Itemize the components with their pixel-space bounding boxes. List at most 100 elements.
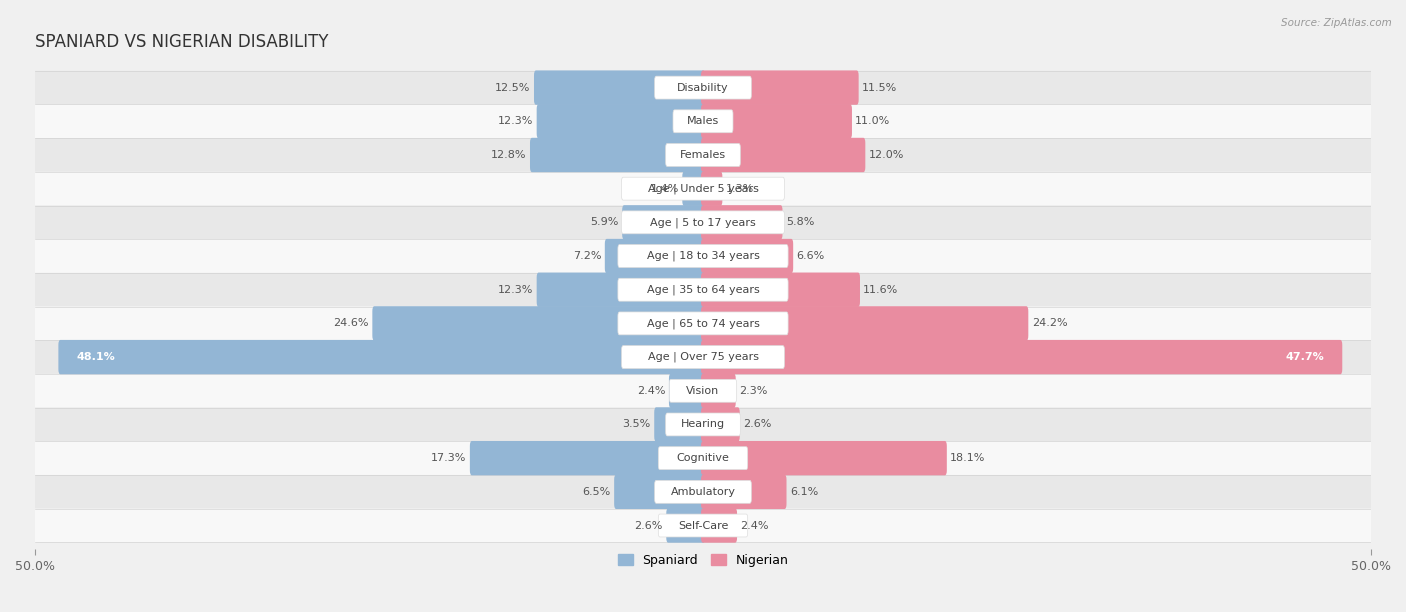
Text: 11.6%: 11.6% [863, 285, 898, 295]
FancyBboxPatch shape [35, 340, 1371, 374]
Text: Age | 5 to 17 years: Age | 5 to 17 years [650, 217, 756, 228]
FancyBboxPatch shape [702, 441, 946, 476]
FancyBboxPatch shape [621, 177, 785, 200]
Text: 2.6%: 2.6% [634, 521, 662, 531]
FancyBboxPatch shape [655, 480, 751, 503]
FancyBboxPatch shape [621, 346, 785, 368]
FancyBboxPatch shape [614, 475, 704, 509]
FancyBboxPatch shape [617, 278, 789, 301]
FancyBboxPatch shape [35, 239, 1371, 273]
FancyBboxPatch shape [702, 373, 735, 408]
Text: 5.8%: 5.8% [786, 217, 814, 227]
FancyBboxPatch shape [669, 373, 704, 408]
FancyBboxPatch shape [702, 138, 865, 172]
Text: 11.0%: 11.0% [855, 116, 890, 126]
Text: 1.3%: 1.3% [725, 184, 754, 193]
FancyBboxPatch shape [702, 104, 852, 138]
FancyBboxPatch shape [623, 205, 704, 239]
Text: 2.6%: 2.6% [744, 419, 772, 430]
Text: 7.2%: 7.2% [574, 251, 602, 261]
Text: Disability: Disability [678, 83, 728, 92]
Text: 1.4%: 1.4% [651, 184, 679, 193]
Text: 3.5%: 3.5% [623, 419, 651, 430]
Text: 11.5%: 11.5% [862, 83, 897, 92]
FancyBboxPatch shape [534, 70, 704, 105]
FancyBboxPatch shape [35, 307, 1371, 340]
FancyBboxPatch shape [35, 475, 1371, 509]
Text: Age | 65 to 74 years: Age | 65 to 74 years [647, 318, 759, 329]
Text: 12.5%: 12.5% [495, 83, 530, 92]
Text: 6.1%: 6.1% [790, 487, 818, 497]
FancyBboxPatch shape [702, 306, 1028, 341]
Text: Males: Males [688, 116, 718, 126]
FancyBboxPatch shape [654, 407, 704, 442]
Text: 47.7%: 47.7% [1285, 352, 1324, 362]
Text: 6.5%: 6.5% [582, 487, 610, 497]
Text: 12.0%: 12.0% [869, 150, 904, 160]
FancyBboxPatch shape [655, 76, 751, 99]
FancyBboxPatch shape [665, 144, 741, 166]
FancyBboxPatch shape [59, 340, 704, 375]
FancyBboxPatch shape [669, 379, 737, 402]
FancyBboxPatch shape [702, 171, 723, 206]
Text: 12.3%: 12.3% [498, 116, 533, 126]
FancyBboxPatch shape [537, 104, 704, 138]
Text: Age | 35 to 64 years: Age | 35 to 64 years [647, 285, 759, 295]
FancyBboxPatch shape [673, 110, 733, 133]
FancyBboxPatch shape [35, 172, 1371, 206]
Text: Self-Care: Self-Care [678, 521, 728, 531]
FancyBboxPatch shape [658, 447, 748, 469]
FancyBboxPatch shape [702, 272, 860, 307]
Text: 17.3%: 17.3% [432, 453, 467, 463]
Text: Cognitive: Cognitive [676, 453, 730, 463]
FancyBboxPatch shape [617, 312, 789, 335]
FancyBboxPatch shape [702, 205, 783, 239]
FancyBboxPatch shape [537, 272, 704, 307]
FancyBboxPatch shape [702, 509, 737, 543]
Text: 24.6%: 24.6% [333, 318, 368, 329]
FancyBboxPatch shape [530, 138, 704, 172]
FancyBboxPatch shape [702, 70, 859, 105]
FancyBboxPatch shape [702, 340, 1343, 375]
FancyBboxPatch shape [35, 105, 1371, 138]
FancyBboxPatch shape [35, 206, 1371, 239]
Text: Age | Over 75 years: Age | Over 75 years [648, 352, 758, 362]
FancyBboxPatch shape [702, 475, 786, 509]
FancyBboxPatch shape [621, 211, 785, 234]
FancyBboxPatch shape [666, 509, 704, 543]
FancyBboxPatch shape [373, 306, 704, 341]
Text: 2.3%: 2.3% [740, 386, 768, 396]
Text: 24.2%: 24.2% [1032, 318, 1067, 329]
FancyBboxPatch shape [702, 407, 740, 442]
FancyBboxPatch shape [470, 441, 704, 476]
Text: Age | Under 5 years: Age | Under 5 years [648, 184, 758, 194]
FancyBboxPatch shape [658, 514, 748, 537]
Text: 18.1%: 18.1% [950, 453, 986, 463]
Text: Age | 18 to 34 years: Age | 18 to 34 years [647, 251, 759, 261]
FancyBboxPatch shape [35, 374, 1371, 408]
FancyBboxPatch shape [665, 413, 741, 436]
Text: 48.1%: 48.1% [76, 352, 115, 362]
FancyBboxPatch shape [35, 71, 1371, 105]
FancyBboxPatch shape [35, 408, 1371, 441]
FancyBboxPatch shape [35, 273, 1371, 307]
Text: Females: Females [681, 150, 725, 160]
Text: 12.3%: 12.3% [498, 285, 533, 295]
FancyBboxPatch shape [605, 239, 704, 273]
Text: 2.4%: 2.4% [741, 521, 769, 531]
Text: Hearing: Hearing [681, 419, 725, 430]
Text: 12.8%: 12.8% [491, 150, 527, 160]
Text: 2.4%: 2.4% [637, 386, 665, 396]
FancyBboxPatch shape [702, 239, 793, 273]
FancyBboxPatch shape [35, 441, 1371, 475]
FancyBboxPatch shape [35, 138, 1371, 172]
Text: 6.6%: 6.6% [797, 251, 825, 261]
Text: 5.9%: 5.9% [591, 217, 619, 227]
Text: Ambulatory: Ambulatory [671, 487, 735, 497]
Legend: Spaniard, Nigerian: Spaniard, Nigerian [613, 549, 793, 572]
Text: Source: ZipAtlas.com: Source: ZipAtlas.com [1281, 18, 1392, 28]
FancyBboxPatch shape [617, 245, 789, 267]
Text: SPANIARD VS NIGERIAN DISABILITY: SPANIARD VS NIGERIAN DISABILITY [35, 34, 329, 51]
FancyBboxPatch shape [682, 171, 704, 206]
Text: Vision: Vision [686, 386, 720, 396]
